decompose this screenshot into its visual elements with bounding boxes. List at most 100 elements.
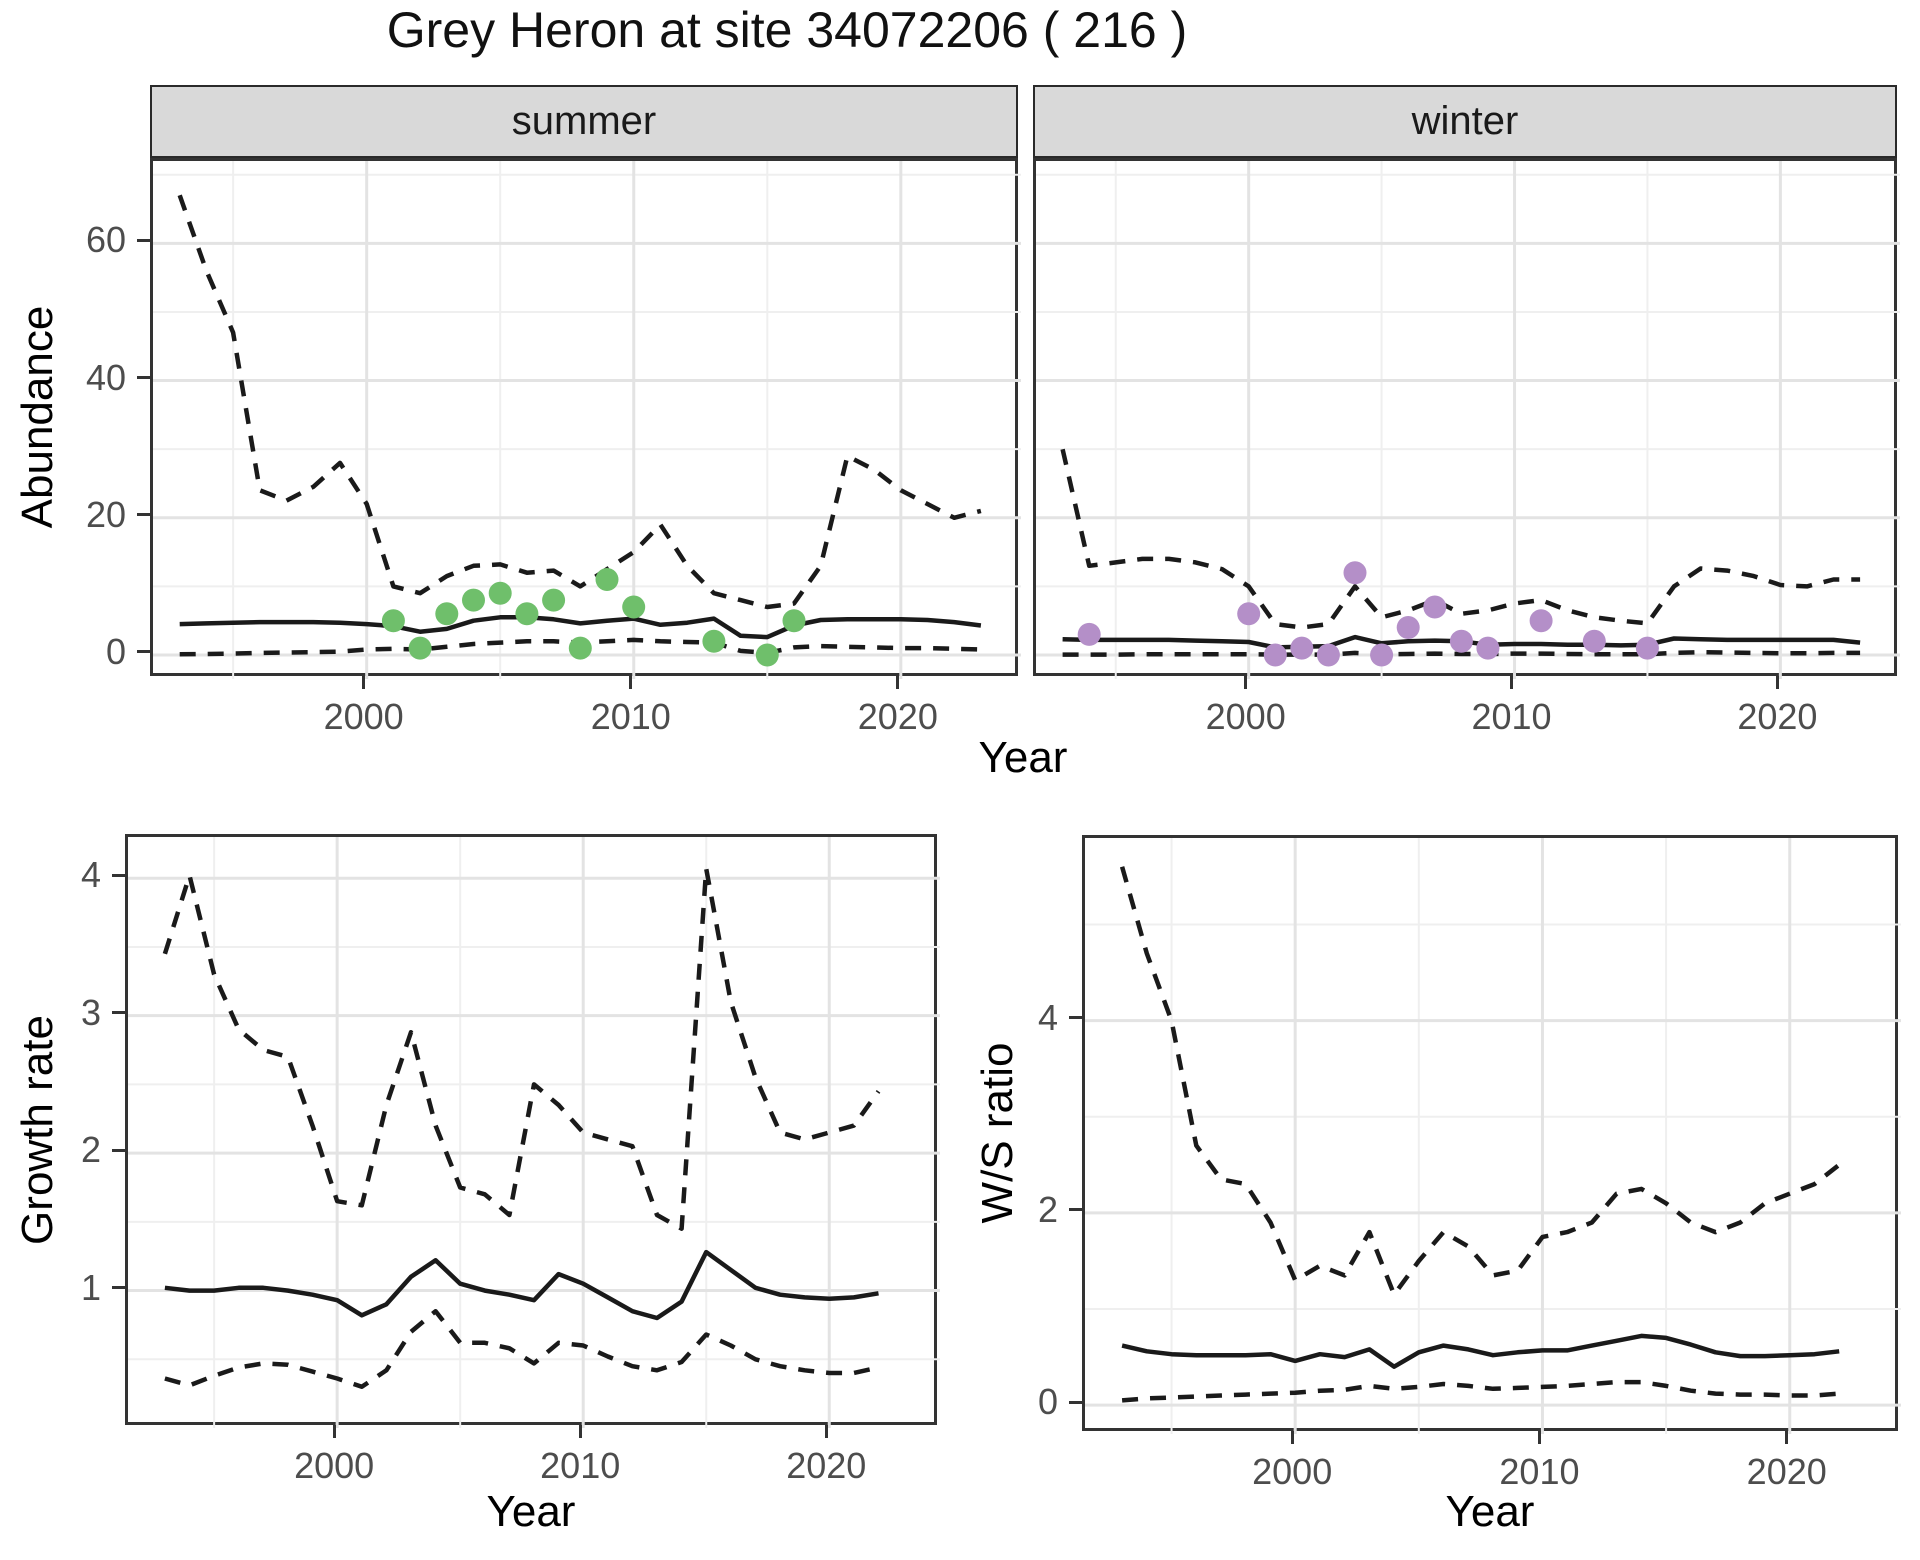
abundance_winter-observed-point [1263, 643, 1287, 667]
axis-title-abundance: Abundance [13, 305, 62, 529]
axis-title-ws-ratio: W/S ratio [973, 1042, 1022, 1224]
x-axis-tick [1775, 676, 1779, 689]
growth_rate-lower_95ci-line [164, 1308, 879, 1390]
abundance_summer-observed-point [462, 588, 485, 612]
x-axis-tick-label: 2010 [540, 1445, 621, 1486]
y-axis-tick [137, 376, 150, 380]
abundance_summer-observed-point [381, 609, 405, 633]
abundance_winter-observed-point [1449, 629, 1473, 653]
x-axis-tick [1290, 1431, 1294, 1444]
x-axis-tick [629, 676, 633, 689]
abundance_winter-plot-area [1036, 161, 1900, 679]
ws_ratio-mean-line [1121, 1333, 1840, 1369]
abundance_winter-observed-point [1635, 636, 1659, 660]
x-axis-tick-label: 2020 [857, 696, 938, 737]
x-axis-tick [1537, 1431, 1541, 1444]
abundance_summer-observed-point [702, 629, 726, 653]
x-axis-tick [1510, 676, 1514, 689]
abundance_winter-observed-point [1423, 595, 1447, 619]
ws_ratio-plot-area [1085, 838, 1901, 1434]
y-axis-tick [112, 1286, 125, 1290]
y-axis-tick-label: 0 [105, 630, 126, 672]
x-axis-tick [1244, 676, 1248, 689]
x-axis-tick-label: 2020 [1737, 696, 1818, 737]
y-axis-tick [1069, 1400, 1082, 1404]
growth_rate-plot-area [128, 837, 940, 1428]
plot-title: Grey Heron at site 34072206 ( 216 ) [386, 2, 1188, 58]
x-axis-tick [362, 676, 366, 689]
abundance_summer-observed-point [782, 609, 806, 633]
facet-strip-winter-label: winter [1411, 99, 1519, 143]
x-axis-tick [824, 1425, 828, 1438]
panel-abundance-summer [150, 158, 1021, 679]
y-axis-tick [1069, 1208, 1082, 1212]
facet-strip-winter: winter [1033, 85, 1897, 158]
y-axis-tick-label: 0 [1037, 1381, 1058, 1423]
x-axis-tick-label: 2000 [1252, 1451, 1333, 1492]
y-axis-tick [137, 650, 150, 654]
x-axis-tick-label: 2010 [1499, 1451, 1580, 1492]
y-axis-tick-label: 4 [1037, 996, 1058, 1038]
x-axis-tick-label: 2010 [1471, 696, 1552, 737]
x-axis-tick-label: 2020 [786, 1445, 867, 1486]
y-axis-tick [112, 1011, 125, 1015]
y-axis-tick-label: 2 [80, 1129, 101, 1171]
abundance_winter-upper_95ci-line [1060, 448, 1861, 630]
x-axis-tick-label: 2020 [1746, 1451, 1827, 1492]
x-axis-tick-label: 2000 [323, 696, 404, 737]
abundance_winter-observed-point [1582, 629, 1606, 653]
x-axis-tick [332, 1425, 336, 1438]
y-axis-tick-label: 20 [85, 493, 126, 535]
abundance_winter-observed-point [1343, 561, 1367, 585]
abundance_winter-observed-point [1237, 602, 1261, 626]
abundance_winter-observed-point [1396, 616, 1420, 639]
abundance_winter-observed-point [1290, 636, 1314, 660]
y-axis-tick-label: 2 [1037, 1188, 1058, 1230]
abundance_summer-observed-point [515, 602, 539, 626]
y-axis-tick [137, 238, 150, 242]
growth_rate-upper_95ci-line [162, 866, 881, 1231]
abundance_summer-upper_95ci-line [177, 194, 982, 610]
x-axis-tick-label: 2010 [590, 696, 671, 737]
y-axis-tick-label: 40 [85, 356, 126, 398]
abundance_winter-observed-point [1370, 643, 1394, 667]
axis-title-growth-rate: Growth rate [13, 1015, 62, 1245]
y-axis-tick [112, 1148, 125, 1152]
abundance_winter-observed-point [1529, 609, 1553, 633]
abundance_winter-observed-point [1316, 643, 1340, 667]
axis-title-year-bottom-right: Year [1445, 1487, 1535, 1536]
axis-title-year-bottom-left: Year [486, 1487, 576, 1536]
abundance_winter-observed-point [1476, 636, 1500, 660]
growth_rate-mean-line [164, 1249, 879, 1321]
abundance_summer-mean-line [179, 615, 982, 640]
abundance_summer-observed-point [488, 581, 512, 605]
ws_ratio-upper_95ci-line [1119, 866, 1841, 1297]
abundance_summer-observed-point [435, 602, 459, 626]
abundance_winter-observed-point [1077, 622, 1101, 646]
y-axis-tick-label: 60 [85, 219, 126, 261]
facet-strip-summer: summer [150, 85, 1018, 158]
x-axis-tick [896, 676, 900, 689]
abundance_summer-plot-area [153, 161, 1021, 679]
abundance_summer-observed-point [542, 588, 566, 612]
abundance_summer-observed-point [755, 643, 779, 667]
panel-abundance-winter [1033, 158, 1900, 679]
y-axis-tick-label: 4 [80, 854, 101, 896]
facet-strip-summer-label: summer [511, 99, 657, 143]
y-axis-tick [137, 513, 150, 517]
x-axis-tick-label: 2000 [294, 1445, 375, 1486]
x-axis-tick [578, 1425, 582, 1438]
y-axis-tick [112, 873, 125, 877]
abundance_summer-observed-point [595, 568, 619, 591]
panel-ws-ratio [1082, 835, 1901, 1434]
ws_ratio-lower_95ci-line [1121, 1379, 1840, 1403]
x-axis-tick-label: 2000 [1205, 696, 1286, 737]
x-axis-tick [1785, 1431, 1789, 1444]
y-axis-tick [1069, 1016, 1082, 1020]
abundance_summer-observed-point [622, 595, 646, 619]
abundance_summer-observed-point [408, 636, 432, 660]
y-axis-tick-label: 1 [80, 1266, 101, 1308]
panel-growth-rate [125, 834, 940, 1428]
abundance_summer-observed-point [568, 636, 592, 660]
